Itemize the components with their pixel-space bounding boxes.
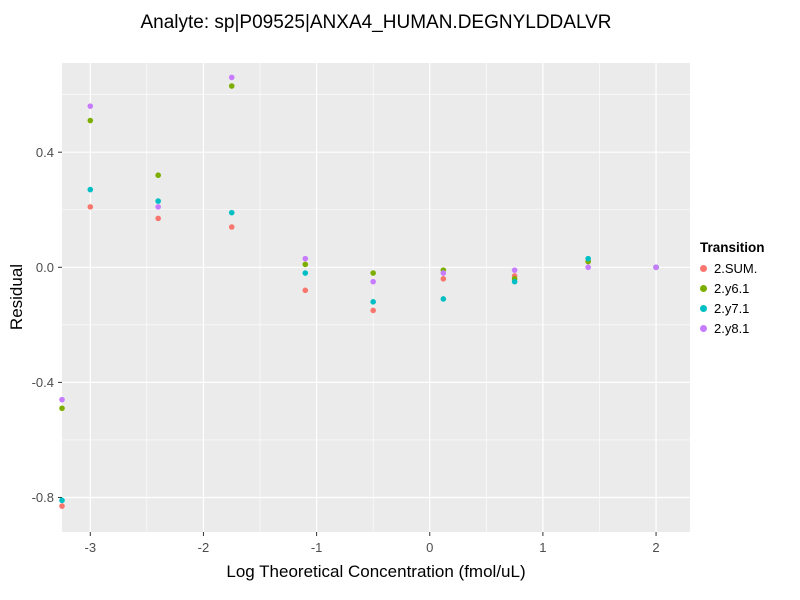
legend-swatch-icon xyxy=(700,325,707,332)
data-point xyxy=(585,255,591,262)
data-point xyxy=(87,103,94,109)
legend-swatch-icon xyxy=(700,285,707,292)
y-tick-label: 0.4 xyxy=(35,145,54,161)
y-tick-label: -0.4 xyxy=(31,375,54,391)
legend: Transition 2.SUM. 2.y6.1 2.y7.1 2.y8.1 xyxy=(700,240,765,336)
data-point xyxy=(155,198,161,204)
data-point xyxy=(511,267,518,273)
data-point xyxy=(302,255,309,262)
data-point xyxy=(59,396,65,403)
data-point xyxy=(228,83,235,89)
x-axis-label: Log Theoretical Concentration (fmol/uL) xyxy=(226,562,526,581)
y-tick-label: 0.0 xyxy=(35,260,54,276)
data-point xyxy=(228,209,235,216)
legend-label: 2.y7.1 xyxy=(714,301,750,316)
data-point xyxy=(87,204,94,210)
data-point xyxy=(87,117,94,124)
data-point xyxy=(370,307,376,314)
legend-label: 2.y8.1 xyxy=(714,321,750,336)
legend-title: Transition xyxy=(700,240,765,255)
data-point xyxy=(653,264,659,271)
data-point xyxy=(370,278,376,285)
y-tick-label: -0.8 xyxy=(31,490,54,506)
data-point xyxy=(370,299,376,305)
data-point xyxy=(511,278,518,285)
data-point xyxy=(585,264,591,271)
data-point xyxy=(440,275,447,282)
legend-label: 2.SUM. xyxy=(714,261,758,276)
data-point xyxy=(59,405,65,412)
x-tick-label: 2 xyxy=(652,540,660,555)
plot-panel xyxy=(62,63,690,532)
y-axis-label: Residual xyxy=(7,263,26,331)
data-point xyxy=(370,270,376,276)
x-tick-label: 1 xyxy=(539,540,547,555)
data-point xyxy=(155,204,161,210)
chart-title: Analyte: sp|P09525|ANXA4_HUMAN.DEGNYLDDA… xyxy=(140,12,612,33)
data-point xyxy=(440,296,447,302)
data-point xyxy=(302,287,309,294)
legend-item: 2.y6.1 xyxy=(700,281,765,296)
legend-item: 2.SUM. xyxy=(700,261,765,276)
data-point xyxy=(155,172,161,179)
data-point xyxy=(302,261,309,268)
legend-swatch-icon xyxy=(700,305,707,312)
legend-label: 2.y6.1 xyxy=(714,281,750,296)
data-point xyxy=(228,224,235,230)
data-point xyxy=(440,270,447,276)
data-point xyxy=(59,503,65,509)
legend-item: 2.y8.1 xyxy=(700,321,765,336)
data-point xyxy=(155,215,161,222)
x-tick-label: -2 xyxy=(197,540,210,555)
x-tick-label: 0 xyxy=(426,540,434,555)
data-point xyxy=(87,186,94,193)
x-tick-label: -3 xyxy=(84,540,97,555)
data-point xyxy=(302,270,309,276)
x-tick-label: -1 xyxy=(310,540,323,555)
data-point xyxy=(59,497,65,504)
legend-swatch-icon xyxy=(700,265,707,272)
data-point xyxy=(228,74,235,81)
legend-item: 2.y7.1 xyxy=(700,301,765,316)
